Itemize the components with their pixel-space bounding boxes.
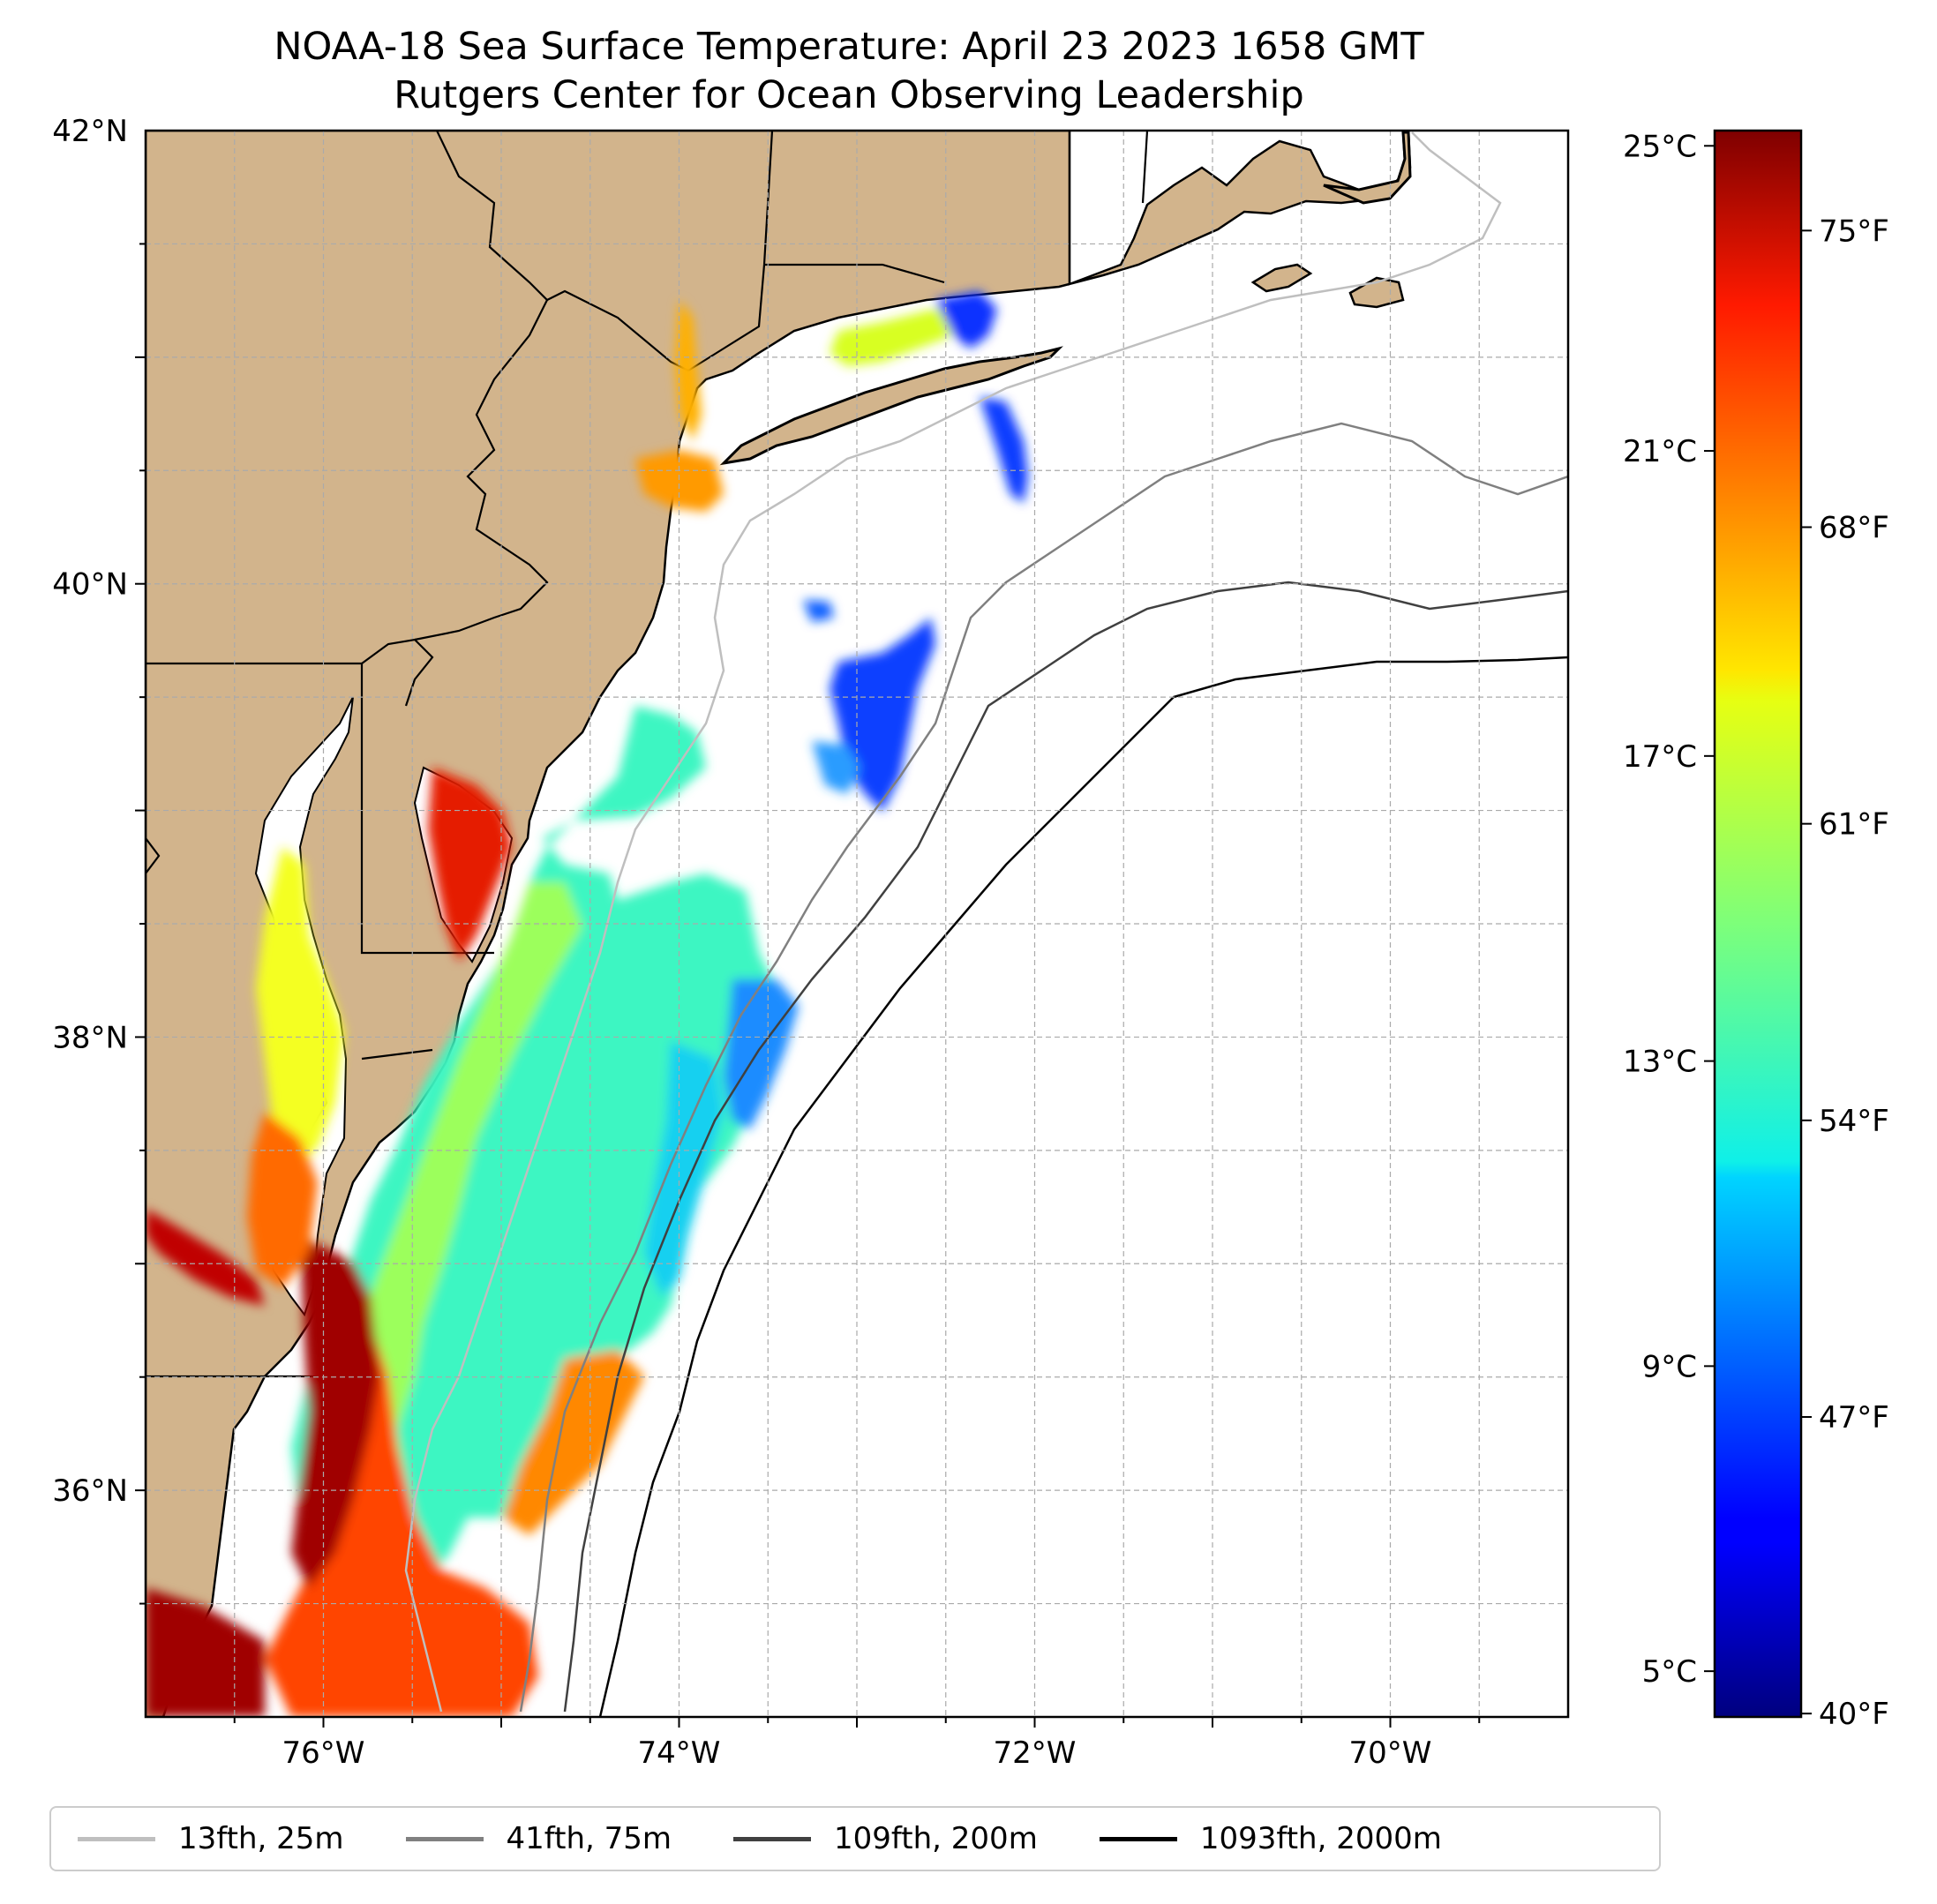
sst-south-warm [503, 1350, 644, 1535]
colorbar-label-c: 17°C [1623, 739, 1697, 775]
legend-swatch-200m [733, 1836, 812, 1841]
sst-li-sound-blue [935, 291, 997, 349]
chart-subtitle: Rutgers Center for Ocean Observing Leade… [394, 73, 1304, 117]
lon-tick-label: 76°W [282, 1735, 365, 1771]
lat-tick-label: 36°N [52, 1473, 128, 1509]
sst-offshore-cyan [812, 741, 860, 794]
cape-cod [1323, 131, 1412, 205]
sst-sound-dark [291, 1235, 379, 1588]
lat-tick-label: 38°N [52, 1020, 128, 1055]
map-gridlines [146, 131, 1568, 1717]
lat-tick-label: 40°N [52, 567, 128, 603]
colorbar-label-c: 25°C [1623, 129, 1697, 164]
legend-swatch-25m [78, 1836, 155, 1841]
colorbar-label-f: 47°F [1819, 1400, 1889, 1435]
sst-li-sound [830, 304, 971, 366]
legend-label-200m: 109fth, 200m [834, 1821, 1038, 1856]
legend-item-2000m: 1093fth, 2000m [1099, 1821, 1477, 1856]
map-axis-ticks: 76°W 74°W 72°W 70°W 42°N 40°N 38°N 36°N [52, 114, 1481, 1771]
contour-200m [563, 581, 1568, 1713]
colorbar: 25°C 21°C 17°C 13°C 9°C 5°C 75°F 68°F 61°F 54°F 47… [1623, 129, 1889, 1732]
colorbar-label-c: 21°C [1623, 434, 1697, 469]
long-island [719, 346, 1063, 466]
chart-title: NOAA-18 Sea Surface Temperature: April 2… [274, 25, 1424, 69]
sst-shelf-green [353, 882, 582, 1518]
sst-field [146, 291, 1028, 1717]
colorbar-label-c: 9°C [1642, 1349, 1697, 1384]
sst-chesapeake-orange [247, 1112, 318, 1288]
contour-legend: 13fth, 25m 41fth, 75m 109fth, 200m 1093f… [49, 1806, 1661, 1871]
contour-75m [519, 422, 1568, 1713]
lon-tick-label: 70°W [1349, 1735, 1432, 1771]
colorbar-label-c: 13°C [1623, 1045, 1697, 1080]
sst-chesapeake-yellow [256, 847, 344, 1173]
legend-label-2000m: 1093fth, 2000m [1199, 1821, 1442, 1856]
legend-item-25m: 13fth, 25m [78, 1821, 379, 1856]
bathymetry-contours [404, 131, 1568, 1717]
marthas-vineyard [1250, 263, 1313, 293]
sst-delaware-red [428, 768, 512, 962]
colorbar-label-c: 5°C [1642, 1654, 1697, 1690]
colorbar-label-f: 54°F [1819, 1104, 1889, 1139]
legend-item-200m: 109fth, 200m [733, 1821, 1073, 1856]
legend-label-25m: 13fth, 25m [178, 1821, 344, 1856]
sst-hudson [675, 300, 702, 441]
colorbar-gradient [1713, 129, 1803, 1719]
lat-tick-label: 42°N [52, 114, 128, 149]
contour-2000m [598, 656, 1568, 1717]
state-borders [146, 131, 1149, 1378]
colorbar-ticks: 25°C 21°C 17°C 13°C 9°C 5°C 75°F 68°F 61°F 54°F 47… [1623, 129, 1889, 1732]
map-panel [146, 131, 1568, 1717]
sst-offshore-blue-3 [803, 600, 834, 622]
legend-label-75m: 41fth, 75m [506, 1821, 672, 1856]
sst-shelf-cool [291, 706, 777, 1676]
colorbar-label-f: 75°F [1819, 214, 1889, 249]
sst-ny-harbor [635, 450, 724, 512]
sst-outer-blue [724, 979, 799, 1129]
legend-item-75m: 41fth, 75m [405, 1821, 708, 1856]
colorbar-label-f: 40°F [1819, 1697, 1889, 1732]
legend-swatch-75m [405, 1836, 484, 1841]
contour-25m [404, 131, 1502, 1713]
colorbar-label-f: 68°F [1819, 511, 1889, 546]
sst-outer-cyan [644, 1041, 724, 1297]
sst-offshore-blue-1 [980, 397, 1028, 503]
lon-tick-label: 74°W [638, 1735, 721, 1771]
lon-tick-label: 72°W [994, 1735, 1077, 1771]
legend-swatch-2000m [1099, 1836, 1177, 1841]
colorbar-label-f: 61°F [1819, 807, 1889, 843]
